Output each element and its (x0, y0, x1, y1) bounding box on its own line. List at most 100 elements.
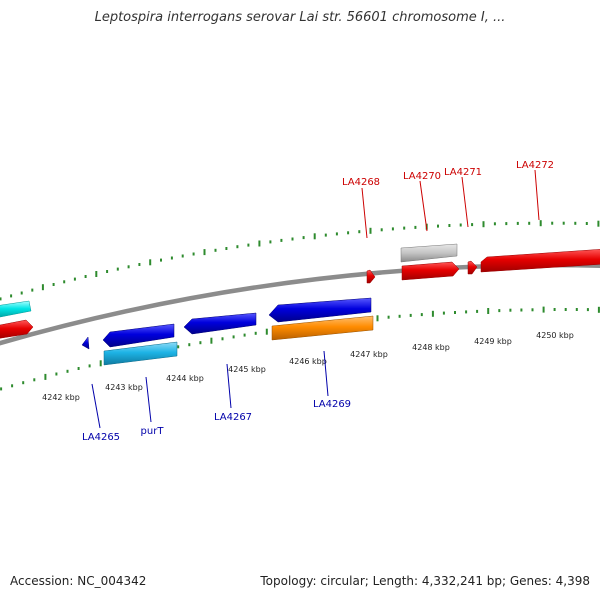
feature-LA4268[interactable] (366, 269, 376, 284)
inner-major-tick (376, 315, 379, 322)
inner-minor-tick (564, 308, 567, 311)
inner-minor-tick (11, 384, 14, 388)
feature-LA4269[interactable] (271, 315, 374, 341)
inner-minor-tick (454, 311, 456, 314)
inner-minor-tick (88, 364, 91, 368)
inner-major-tick (99, 360, 102, 367)
outer-minor-tick (437, 224, 439, 228)
gene-label-LA4271[interactable]: LA4271 (444, 167, 482, 178)
outer-minor-tick (585, 222, 588, 225)
outer-minor-tick (116, 267, 119, 271)
inner-minor-tick (243, 333, 246, 337)
outer-minor-tick (493, 222, 496, 226)
feature-LA4272[interactable] (480, 249, 600, 273)
outer-minor-tick (10, 294, 13, 298)
inner-minor-tick (531, 308, 534, 312)
outer-minor-tick (562, 221, 565, 225)
feature-LA4271[interactable] (467, 260, 478, 275)
outer-minor-tick (170, 256, 173, 260)
feature-LA4267[interactable] (183, 312, 257, 335)
outer-minor-tick (291, 237, 294, 241)
outer-minor-tick (247, 243, 250, 247)
outer-minor-tick (391, 227, 394, 231)
gene-label-LA4269[interactable]: LA4269 (313, 399, 351, 410)
inner-major-tick (210, 337, 213, 344)
inner-minor-tick (199, 341, 202, 345)
outer-major-tick (41, 284, 44, 291)
accession-text: Accession: NC_004342 (10, 574, 147, 588)
gene-label-LA4265[interactable]: LA4265 (82, 432, 120, 443)
inner-minor-tick (509, 308, 512, 312)
outer-minor-tick (459, 223, 462, 227)
outer-major-tick (313, 233, 316, 240)
inner-minor-tick (254, 331, 257, 335)
feature-blue-big[interactable] (268, 297, 372, 323)
outer-minor-tick (0, 297, 2, 301)
feature-purT[interactable] (103, 341, 178, 366)
outer-minor-tick (358, 230, 361, 234)
outer-minor-tick (73, 277, 76, 281)
inner-minor-tick (188, 343, 191, 347)
outer-minor-tick (551, 221, 554, 225)
outer-minor-tick (269, 240, 272, 244)
leader-LA4268 (361, 187, 368, 239)
outer-minor-tick (380, 228, 383, 232)
feature-red-left[interactable] (0, 319, 34, 339)
leader-LA4272 (534, 169, 540, 221)
leader-LA4265 (91, 383, 101, 429)
feature-cyan-left[interactable] (0, 300, 32, 318)
outer-minor-tick (160, 258, 162, 262)
inner-major-tick (265, 328, 268, 335)
inner-minor-tick (398, 314, 401, 318)
inner-minor-tick (221, 337, 224, 341)
tick-label: 4246 kbp (289, 357, 327, 366)
inner-minor-tick (177, 345, 180, 349)
inner-minor-tick (465, 310, 468, 314)
outer-minor-tick (138, 263, 141, 266)
tick-label: 4243 kbp (105, 383, 143, 392)
tick-label: 4249 kbp (474, 337, 512, 346)
inner-minor-tick (77, 367, 80, 370)
tick-label: 4248 kbp (412, 343, 450, 352)
outer-minor-tick (403, 226, 406, 230)
feature-LA4265[interactable] (81, 336, 90, 350)
gene-label-LA4272[interactable]: LA4272 (516, 160, 554, 171)
inner-minor-tick (553, 308, 556, 311)
feature-LA4270-gray[interactable] (400, 243, 458, 263)
inner-major-tick (487, 308, 490, 314)
outer-minor-tick (225, 247, 228, 250)
inner-minor-tick (0, 387, 3, 391)
inner-minor-tick (575, 308, 578, 311)
outer-minor-tick (448, 224, 451, 227)
feature-blue-1[interactable] (102, 323, 175, 348)
outer-minor-tick (181, 254, 184, 258)
inner-minor-tick (22, 381, 25, 385)
inner-major-tick (597, 306, 600, 313)
map-title: Leptospira interrogans serovar Lai str. … (94, 10, 506, 25)
inner-minor-tick (55, 372, 58, 376)
tick-label: 4242 kbp (42, 393, 80, 402)
outer-minor-tick (516, 221, 519, 225)
inner-minor-tick (232, 335, 235, 339)
gene-label-LA4267[interactable]: LA4267 (214, 412, 252, 423)
gene-label-LA4270[interactable]: LA4270 (403, 171, 441, 182)
outer-minor-tick (414, 225, 417, 229)
outer-major-tick (203, 249, 206, 256)
leader-LA4270 (419, 180, 428, 232)
outer-minor-tick (63, 280, 66, 284)
gene-label-purT[interactable]: purT (141, 426, 165, 437)
gene-label-LA4268[interactable]: LA4268 (342, 177, 380, 188)
inner-minor-tick (33, 378, 36, 382)
inner-minor-tick (520, 308, 523, 312)
outer-tick-ruler (0, 220, 600, 301)
inner-minor-tick (586, 308, 589, 312)
tick-labels: 4242 kbp 4243 kbp 4244 kbp 4245 kbp 4246 kbp… (42, 331, 574, 402)
outer-minor-tick (127, 265, 130, 269)
outer-minor-tick (31, 288, 34, 292)
feature-LA4270[interactable] (401, 261, 460, 281)
outer-minor-tick (574, 221, 577, 225)
outer-major-tick (258, 240, 261, 247)
inner-minor-tick (66, 369, 69, 373)
inner-minor-tick (420, 313, 423, 317)
